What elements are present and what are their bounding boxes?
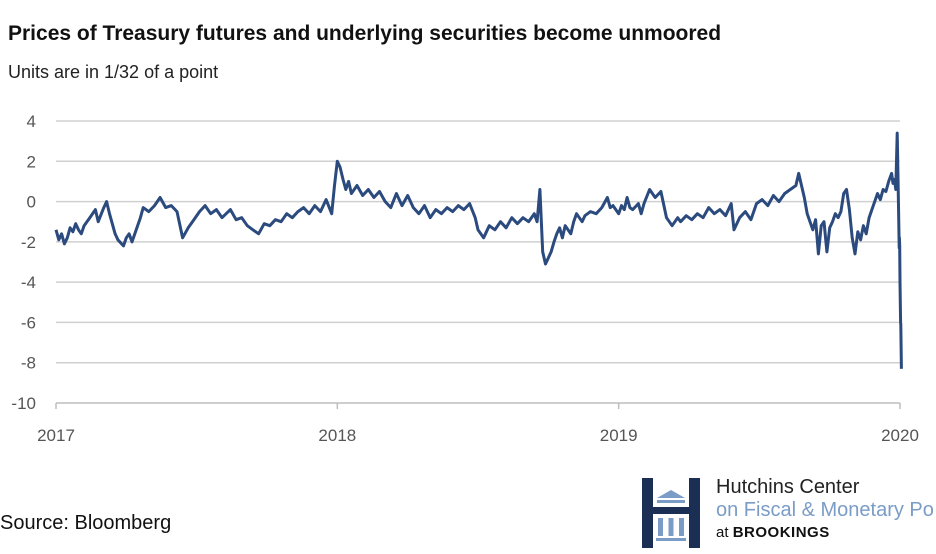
x-axis-ticks: 2017 2018 2019 2020 bbox=[37, 403, 919, 445]
y-tick-label: -10 bbox=[11, 394, 36, 413]
series-line bbox=[54, 131, 903, 369]
logo-brand: BROOKINGS bbox=[732, 524, 830, 541]
y-axis-ticks: 4 2 0 -2 -4 -6 -8 -10 bbox=[11, 112, 36, 413]
y-tick-label: -4 bbox=[21, 273, 36, 292]
x-tick-label: 2018 bbox=[318, 426, 356, 445]
source-note: Source: Bloomberg bbox=[0, 512, 172, 534]
x-tick-label: 2017 bbox=[37, 426, 75, 445]
line-chart: 4 2 0 -2 -4 -6 -8 -10 2017 2018 2019 2020 bbox=[11, 112, 919, 445]
y-tick-label: -8 bbox=[21, 354, 36, 373]
logo-text: Hutchins Center on Fiscal & Monetary Po … bbox=[716, 476, 936, 554]
y-tick-label: -2 bbox=[21, 233, 36, 252]
y-tick-label: 2 bbox=[27, 152, 36, 171]
gridlines bbox=[56, 120, 900, 404]
y-tick-label: 4 bbox=[27, 112, 36, 131]
y-tick-label: -6 bbox=[21, 313, 36, 332]
logo-line-1: Hutchins Center bbox=[716, 476, 860, 498]
x-tick-label: 2019 bbox=[600, 426, 638, 445]
hutchins-h-logo-icon bbox=[642, 478, 700, 548]
chart-title: Prices of Treasury futures and underlyin… bbox=[8, 22, 722, 45]
y-tick-label: 0 bbox=[27, 193, 36, 212]
logo-at: at bbox=[716, 524, 733, 541]
chart-subtitle: Units are in 1/32 of a point bbox=[8, 62, 219, 82]
logo-line-2: on Fiscal & Monetary Po bbox=[716, 499, 934, 521]
x-tick-label: 2020 bbox=[881, 426, 919, 445]
logo-line-3: at BROOKINGS bbox=[716, 524, 936, 541]
